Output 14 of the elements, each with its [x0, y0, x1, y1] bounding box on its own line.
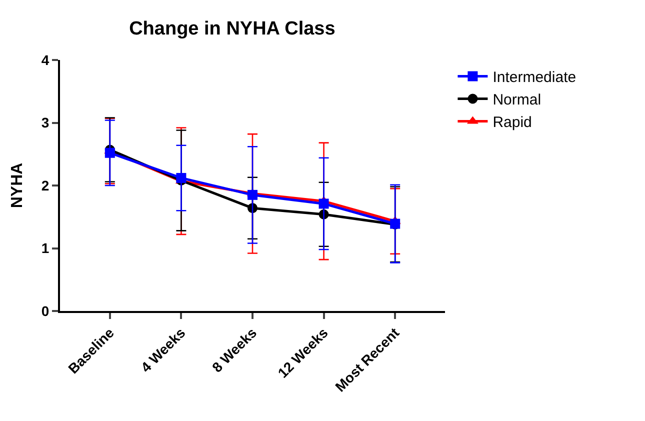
- y-tick-label: 2: [41, 177, 50, 194]
- y-tick-label: 0: [41, 302, 50, 319]
- point: [318, 198, 329, 209]
- chart-title: Change in NYHA Class: [129, 18, 336, 40]
- legend-label: Rapid: [492, 114, 532, 132]
- legend-label: Normal: [492, 92, 542, 109]
- y-tick-label: 1: [41, 240, 50, 256]
- y-axis-title: NYHA: [8, 162, 26, 208]
- legend-label: Intermediate: [492, 69, 576, 86]
- point: [176, 172, 186, 183]
- point: [248, 190, 258, 200]
- point: [104, 148, 115, 158]
- y-tick-label: 4: [41, 52, 50, 68]
- y-tick-label: 3: [41, 114, 50, 131]
